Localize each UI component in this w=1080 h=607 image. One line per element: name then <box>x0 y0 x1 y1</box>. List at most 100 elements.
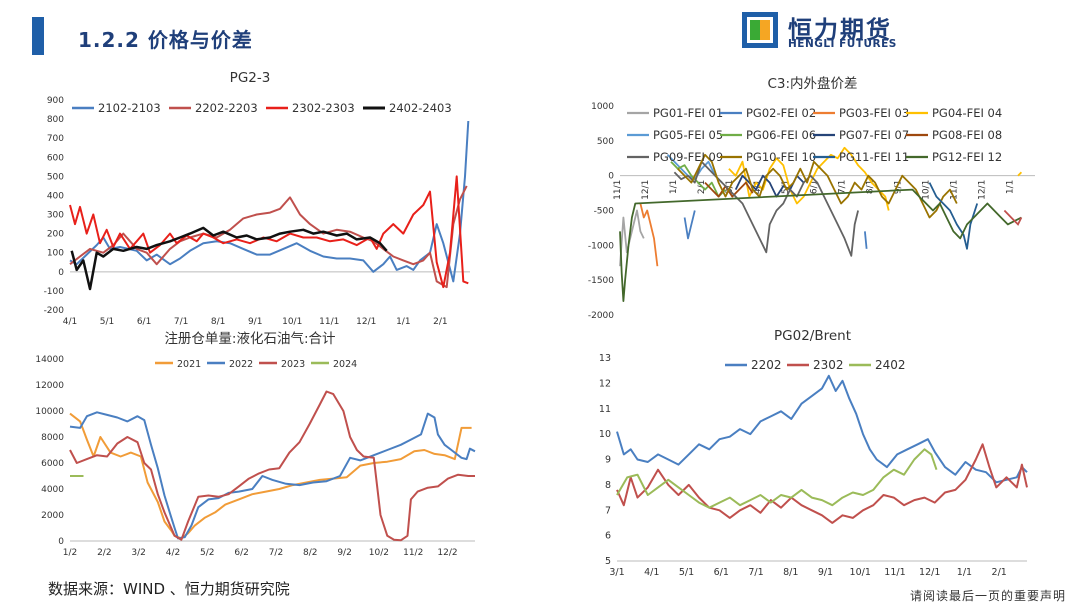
chart-c3-spread: C3:内外盘价差 -2000 -1500 -1000 -500 0 500 1000 11/1… <box>575 72 1050 330</box>
series-line-segment <box>864 231 868 249</box>
section-accent-bar <box>32 17 44 55</box>
legend-label: PG12-FEI 12 <box>932 150 1002 164</box>
y-tick-label: 400 <box>47 191 64 201</box>
y-tick-label: 800 <box>47 115 64 125</box>
x-tick-label: 4/1 <box>644 567 659 578</box>
hengli-logo-mark <box>742 12 778 48</box>
y-tick-label: 200 <box>47 230 64 240</box>
x-tick-label: 11/2 <box>403 548 423 558</box>
logo-text-cn: 恒力期货 <box>788 16 892 44</box>
x-tick-label: 1/2 <box>63 548 77 558</box>
y-tick-label: 7 <box>605 505 611 516</box>
y-tick-label: 10 <box>599 429 611 440</box>
y-tick-label: 4000 <box>41 485 64 495</box>
legend-label: PG04-FEI 04 <box>932 106 1002 120</box>
x-tick-label: 9/1 <box>818 567 833 578</box>
x-tick-label: 12/1 <box>919 567 940 578</box>
legend-label: 2102-2103 <box>98 101 161 115</box>
x-tick-label: 5/1 <box>679 567 694 578</box>
series-line-2302-2303 <box>69 175 469 289</box>
series-line-PG03-FEI-03 <box>639 203 659 267</box>
legend-label: 2023 <box>281 359 305 370</box>
chart-pg2-3: PG2-3 -200 -100 0 100 200 300 400 500 600 700 800 9… <box>20 70 480 327</box>
x-tick-label: 9/1 <box>248 317 262 327</box>
y-tick-label: 12 <box>599 378 611 389</box>
series-line-2402 <box>616 448 938 509</box>
chart-title: PG02/Brent <box>774 328 851 344</box>
x-tick-label: 6/2 <box>234 548 248 558</box>
x-tick-label: 10/1 <box>282 317 302 327</box>
x-tick-label: 2/1 <box>433 317 447 327</box>
y-tick-label: 600 <box>47 153 64 163</box>
disclaimer-note: 请阅读最后一页的重要声明 <box>909 589 1066 603</box>
x-tick-label: 6/1 <box>714 567 729 578</box>
chart-title: 注册仓单量:液化石油气:合计 <box>164 331 336 347</box>
chart-title: C3:内外盘价差 <box>767 76 858 92</box>
legend-label: PG09-FEI 09 <box>653 150 723 164</box>
x-tick-label: 11/1 <box>319 317 339 327</box>
x-tick-label: 11/1 <box>949 180 959 200</box>
chart-inventory: 注册仓单量:液化石油气:合计 0 2000 4000 6000 8000 10000 120… <box>20 327 480 565</box>
x-tick-label: 2/2 <box>97 548 111 558</box>
y-tick-label: 1000 <box>591 102 614 112</box>
y-tick-label: 5 <box>605 556 611 567</box>
x-tick-label: 12/1 <box>356 317 376 327</box>
y-tick-label: 300 <box>47 211 64 221</box>
series-line-2021 <box>69 412 472 540</box>
y-tick-label: -500 <box>594 207 615 217</box>
series-line-2202 <box>616 374 1028 484</box>
chart-plot-pg02-brent: 5 6 7 8 9 10 11 12 13 3/1 4/1 5/1 6/1 7/1 8/1 9/1 10/1 11… <box>599 353 1028 578</box>
series-line-PG10-FEI-10 <box>677 153 958 219</box>
x-tick-label: 2/1 <box>992 567 1007 578</box>
x-tick-label: 10/2 <box>369 548 389 558</box>
x-tick-label: 12/1 <box>978 180 988 200</box>
x-tick-label: 1/1 <box>669 180 679 194</box>
series-line-PG04-FEI-04 <box>728 146 890 211</box>
y-tick-label: -1500 <box>588 276 614 286</box>
y-tick-label: 9 <box>605 455 611 466</box>
x-tick-label: 5/2 <box>200 548 214 558</box>
series-line-2302 <box>616 443 1028 524</box>
legend-label: PG02-FEI 02 <box>746 106 816 120</box>
x-tick-label: 4/2 <box>166 548 180 558</box>
chart-plot-pg2-3: -200 -100 0 100 200 300 400 500 600 700 800 900 4/1 5… <box>44 96 470 327</box>
y-tick-label: 2000 <box>41 511 64 521</box>
series-line-2202-2203 <box>69 185 468 289</box>
series-line-PG02-FEI-02 <box>683 210 696 240</box>
series-line-2402-2403 <box>70 226 388 291</box>
y-tick-label: -200 <box>44 306 65 316</box>
data-source-note: 数据来源：WIND 、恒力期货研究院 <box>48 580 290 598</box>
y-tick-label: 13 <box>599 353 611 364</box>
y-tick-label: 11 <box>599 404 611 415</box>
x-tick-label: 3/2 <box>131 548 145 558</box>
legend-label: 2302 <box>813 358 844 372</box>
y-tick-label: 0 <box>608 172 614 182</box>
y-tick-label: 900 <box>47 96 64 106</box>
x-tick-label: 9/1 <box>893 180 903 194</box>
y-tick-label: 500 <box>597 137 614 147</box>
legend-label: 2022 <box>229 359 253 370</box>
x-tick-label: 7/2 <box>269 548 283 558</box>
y-tick-label: -1000 <box>588 241 614 251</box>
series-line-segment <box>1017 171 1023 177</box>
series-line-2022 <box>69 411 476 540</box>
legend-label: PG05-FEI 05 <box>653 128 723 142</box>
x-tick-label: 9/2 <box>337 548 351 558</box>
series-line-PG06-FEI-06 <box>670 161 727 198</box>
x-tick-label: 7/1 <box>174 317 188 327</box>
y-tick-label: 0 <box>58 268 64 278</box>
y-tick-label: 500 <box>47 172 64 182</box>
x-tick-label: 7/1 <box>748 567 763 578</box>
y-tick-label: 0 <box>58 537 64 547</box>
x-tick-label: 7/1 <box>837 180 847 194</box>
y-tick-label: 12000 <box>35 381 64 391</box>
chart-plot-inventory: 0 2000 4000 6000 8000 10000 12000 14000 1/2 2/2 3/… <box>35 355 476 558</box>
y-tick-label: 700 <box>47 134 64 144</box>
legend-label: 2024 <box>333 359 357 370</box>
legend-label: PG11-FEI 11 <box>839 150 909 164</box>
legend-label: 2021 <box>177 359 201 370</box>
series-line-segment <box>1003 209 1023 226</box>
legend-label: PG07-FEI 07 <box>839 128 909 142</box>
x-tick-label: 10/1 <box>850 567 871 578</box>
